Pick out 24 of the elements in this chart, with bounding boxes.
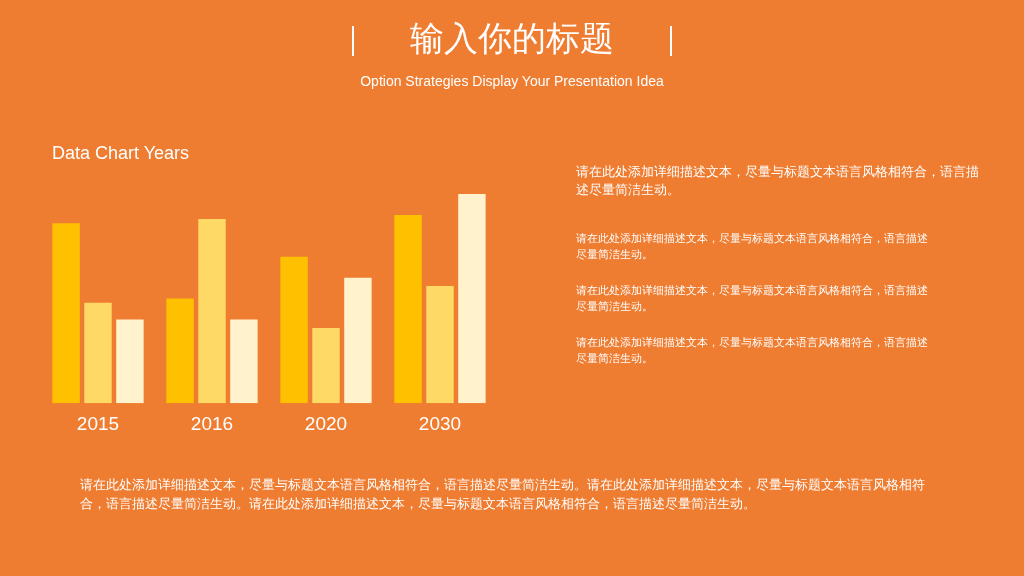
bar [52, 223, 80, 404]
text: 请在此处添加详细描述文本，尽量与标题文本语言风格相符合，语言描述尽量简洁生动。 [576, 283, 929, 315]
text: 请在此处添加详细描述文本，尽量与标题文本语言风格相符合，语言描述尽量简洁生动。请在此处添加详细描述文本，尽量与标题文本语言风格相符合，语言描述尽量简洁生动。请在此处添加详细描述文本，尽量与标题文本语言风格相符合，语言描述尽量简洁生动。 [80, 476, 926, 513]
bar [84, 302, 112, 404]
bar [344, 277, 372, 404]
text: 请在此处添加详细描述文本，尽量与标题文本语言风格相符合，语言描述尽量简洁生动。 [576, 335, 929, 367]
bar [280, 256, 308, 404]
x-tick-label: 2020 [304, 412, 348, 434]
bar [394, 214, 422, 404]
bar [312, 327, 340, 404]
bar [230, 319, 258, 404]
bar [458, 194, 486, 404]
x-tick-label: 2030 [418, 412, 462, 434]
bar [116, 319, 144, 404]
x-tick-label: 2015 [76, 412, 120, 434]
text: Data Chart Years [52, 142, 191, 164]
bar [426, 286, 454, 404]
chart-subtitle: Option Strategies Display Your Presentation Idea [359, 73, 665, 89]
bar [166, 298, 194, 404]
text: 请在此处添加详细描述文本，尽量与标题文本语言风格相符合，语言描述尽量简洁生动。 [576, 231, 929, 263]
x-tick-label: 2016 [190, 412, 234, 434]
bar [198, 219, 226, 404]
text: 请在此处添加详细描述文本，尽量与标题文本语言风格相符合，语言描述尽量简洁生动。 [576, 163, 980, 199]
chart-title: 输入你的标题 [409, 17, 615, 60]
